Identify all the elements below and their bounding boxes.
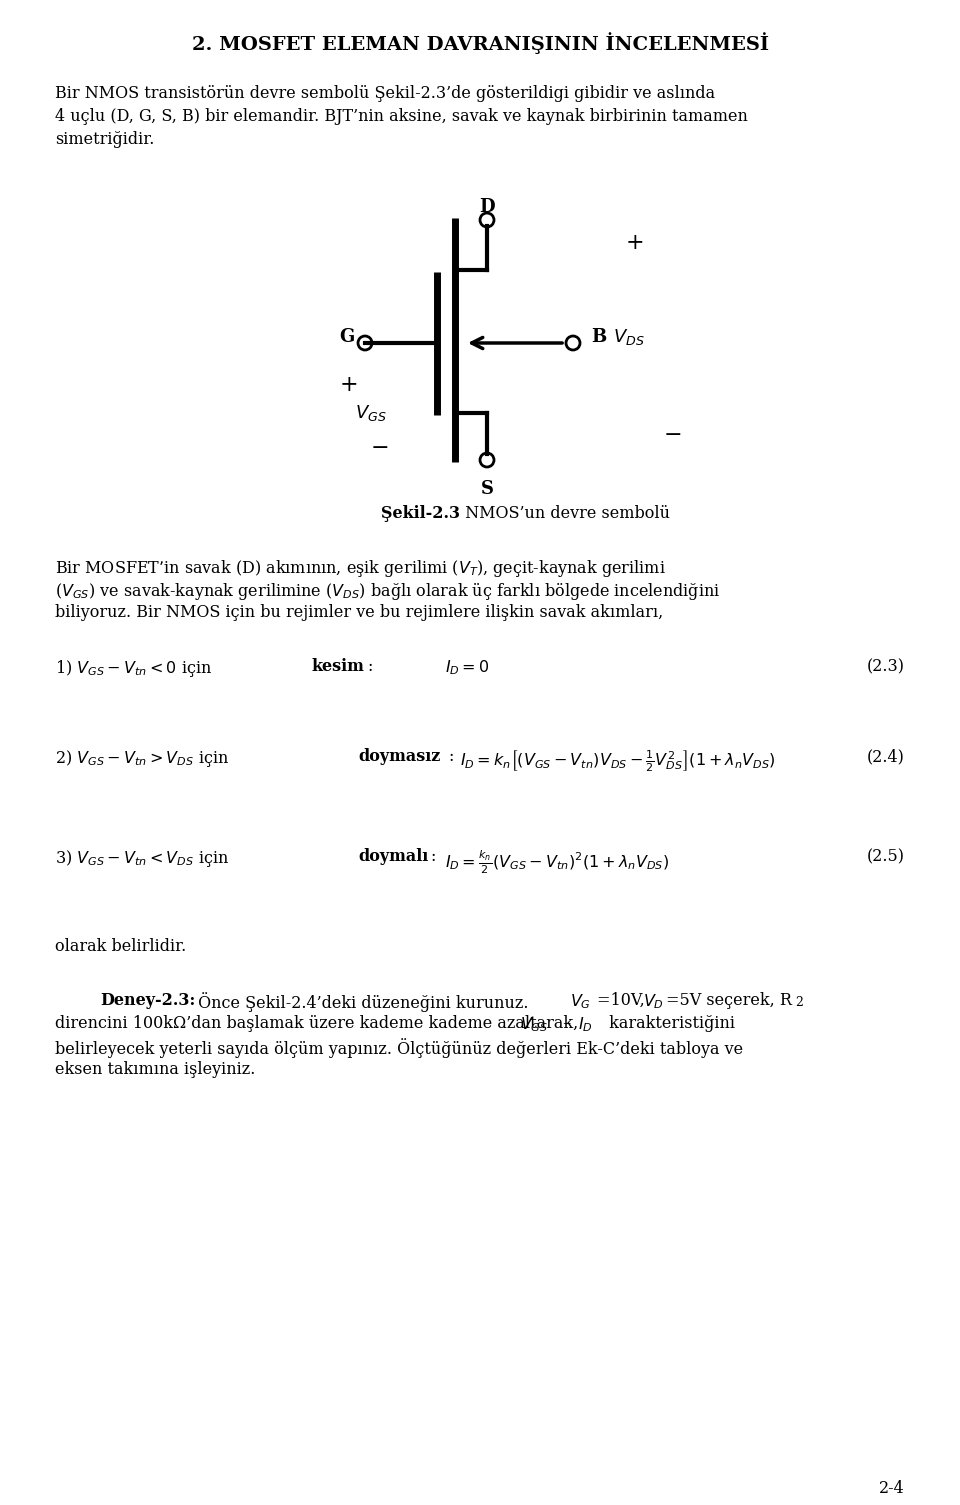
Text: (2.3): (2.3): [867, 658, 905, 676]
Text: olarak belirlidir.: olarak belirlidir.: [55, 938, 186, 956]
Text: kesim: kesim: [312, 658, 365, 676]
Text: $V_G$: $V_G$: [570, 992, 591, 1011]
Text: $I_D$: $I_D$: [578, 1014, 592, 1034]
Text: −: −: [371, 436, 390, 459]
Text: 1) $V_{GS} - V_{tn} < 0$ için: 1) $V_{GS} - V_{tn} < 0$ için: [55, 658, 212, 679]
Text: −: −: [663, 424, 683, 445]
Text: G: G: [340, 328, 354, 346]
Text: $I_D = 0$: $I_D = 0$: [445, 658, 490, 677]
Text: doymalı: doymalı: [358, 847, 428, 865]
Text: B: B: [591, 328, 607, 346]
Text: $V_{GS}$: $V_{GS}$: [355, 403, 387, 423]
Text: $V_{GS}$: $V_{GS}$: [520, 1014, 548, 1034]
Text: $I_D = k_n\left[(V_{GS} - V_{tn})V_{DS} - \frac{1}{2}V_{DS}^2\right](1 + \lambda: $I_D = k_n\left[(V_{GS} - V_{tn})V_{DS} …: [460, 748, 776, 774]
Text: simetriğidir.: simetriğidir.: [55, 131, 155, 147]
Text: doymasız: doymasız: [358, 748, 441, 765]
Text: 4 uçlu (D, G, S, B) bir elemandir. BJT’nin aksine, savak ve kaynak birbirinin ta: 4 uçlu (D, G, S, B) bir elemandir. BJT’n…: [55, 108, 748, 125]
Text: $V_{DS}$: $V_{DS}$: [613, 327, 644, 348]
Text: :: :: [448, 748, 453, 765]
Text: –: –: [558, 1014, 576, 1032]
Text: :: :: [367, 658, 372, 676]
Text: NMOS’un devre sembolü: NMOS’un devre sembolü: [460, 506, 670, 522]
Text: $I_D = \frac{k_n}{2}(V_{GS} - V_{tn})^2(1 + \lambda_n V_{DS})$: $I_D = \frac{k_n}{2}(V_{GS} - V_{tn})^2(…: [445, 847, 669, 876]
Text: direncini 100kΩ’dan başlamak üzere kademe kademe azaltarak,: direncini 100kΩ’dan başlamak üzere kadem…: [55, 1014, 578, 1032]
Text: 2) $V_{GS} - V_{tn} > V_{DS}$ için: 2) $V_{GS} - V_{tn} > V_{DS}$ için: [55, 748, 229, 769]
Text: (2.5): (2.5): [867, 847, 905, 865]
Text: 2-4: 2-4: [879, 1479, 905, 1497]
Text: $V_D$: $V_D$: [643, 992, 664, 1011]
Text: (2.4): (2.4): [867, 748, 905, 765]
Text: Şekil-2.3: Şekil-2.3: [381, 506, 460, 522]
Text: =10V,: =10V,: [597, 992, 650, 1008]
Text: Bir NMOS transistörün devre sembolü Şekil-2.3’de gösterildigi gibidir ve aslında: Bir NMOS transistörün devre sembolü Şeki…: [55, 84, 715, 102]
Text: Bir MOSFET’in savak (D) akımının, eşik gerilimi ($V_T$), geçit-kaynak gerilimi: Bir MOSFET’in savak (D) akımının, eşik g…: [55, 558, 666, 579]
Text: +: +: [626, 232, 644, 254]
Text: belirleyecek yeterli sayıda ölçüm yapınız. Ölçtüğünüz değerleri Ek-C’deki tabloy: belirleyecek yeterli sayıda ölçüm yapını…: [55, 1038, 743, 1058]
Text: D: D: [479, 199, 494, 217]
Text: +: +: [340, 375, 358, 396]
Text: :: :: [430, 847, 436, 865]
Text: karakteristiğini: karakteristiğini: [604, 1014, 735, 1032]
Text: =5V seçerek, R: =5V seçerek, R: [666, 992, 792, 1008]
Text: biliyoruz. Bir NMOS için bu rejimler ve bu rejimlere ilişkin savak akımları,: biliyoruz. Bir NMOS için bu rejimler ve …: [55, 604, 663, 622]
Text: 2. MOSFET ELEMAN DAVRANIŞININ İNCELENMESİ: 2. MOSFET ELEMAN DAVRANIŞININ İNCELENMES…: [191, 32, 769, 54]
Text: 2: 2: [795, 996, 803, 1008]
Text: 3) $V_{GS} - V_{tn} < V_{DS}$ için: 3) $V_{GS} - V_{tn} < V_{DS}$ için: [55, 847, 229, 868]
Text: Önce Şekil-2.4’deki düzeneğini kurunuz.: Önce Şekil-2.4’deki düzeneğini kurunuz.: [193, 992, 534, 1011]
Text: Deney-2.3:: Deney-2.3:: [100, 992, 196, 1008]
Text: ($V_{GS}$) ve savak-kaynak gerilimine ($V_{DS}$) bağlı olarak üç farklı bölgede : ($V_{GS}$) ve savak-kaynak gerilimine ($…: [55, 581, 720, 602]
Text: eksen takımına işleyiniz.: eksen takımına işleyiniz.: [55, 1061, 255, 1078]
Text: S: S: [481, 480, 493, 498]
